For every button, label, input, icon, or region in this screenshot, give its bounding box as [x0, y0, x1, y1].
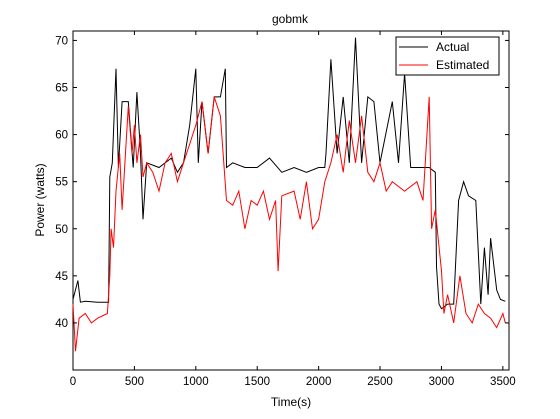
x-tick-label: 3500: [490, 376, 516, 388]
x-tick-label: 3000: [429, 376, 455, 388]
legend-label-actual: Actual: [436, 40, 469, 54]
x-axis-label: Time(s): [271, 395, 311, 409]
y-tick-label: 60: [55, 130, 68, 142]
y-tick-label: 70: [55, 35, 68, 47]
y-tick-label: 45: [55, 271, 68, 283]
x-tick-label: 1500: [244, 376, 270, 388]
legend-label-estimated: Estimated: [436, 58, 489, 72]
y-tick-label: 40: [55, 318, 68, 330]
plot-area: [73, 31, 509, 370]
y-tick-label: 55: [55, 177, 68, 189]
y-tick-label: 65: [55, 83, 68, 95]
x-tick-label: 2000: [306, 376, 332, 388]
x-tick-label: 500: [125, 376, 144, 388]
x-tick-label: 0: [70, 376, 76, 388]
x-tick-label: 2500: [367, 376, 393, 388]
x-tick-label: 1000: [183, 376, 209, 388]
legend: Actual Estimated: [396, 37, 499, 75]
y-axis-label: Power (watts): [33, 163, 47, 236]
y-tick-label: 50: [55, 224, 68, 236]
chart-title: gobmk: [272, 12, 309, 26]
